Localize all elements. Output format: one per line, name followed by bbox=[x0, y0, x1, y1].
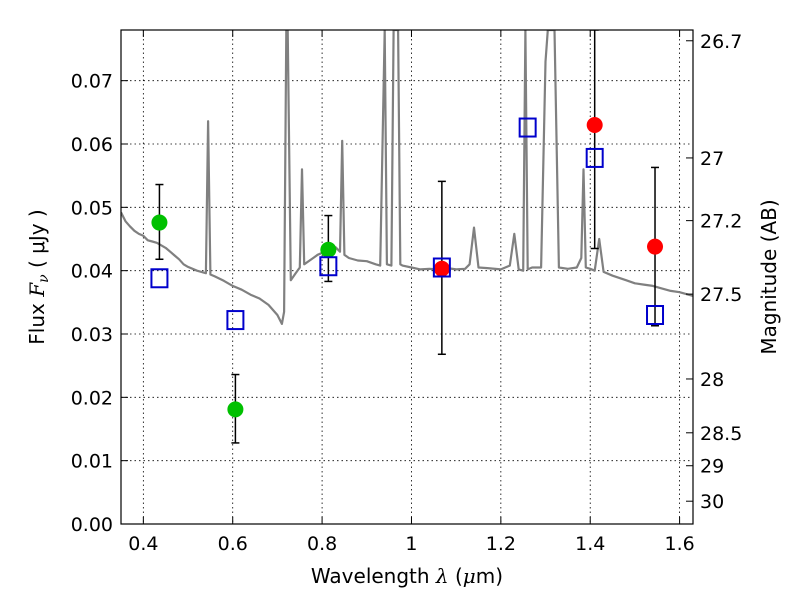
y2-tick-label: 26.7 bbox=[700, 31, 742, 53]
error-bars-layer bbox=[155, 30, 660, 444]
green-data-point bbox=[320, 241, 337, 258]
y2-tick-label: 30 bbox=[700, 491, 724, 513]
red-data-point bbox=[586, 117, 603, 133]
grid-lines bbox=[121, 30, 693, 525]
y2-tick-label: 27.5 bbox=[700, 284, 742, 306]
y-axis-symbol-sub: ν bbox=[36, 274, 52, 283]
model-box-marker bbox=[319, 256, 338, 277]
y-tick-label: 0.02 bbox=[71, 387, 113, 409]
axis-ticks bbox=[121, 30, 693, 525]
y2-tick-label: 27 bbox=[700, 148, 724, 170]
y-tick-label: 0.07 bbox=[71, 71, 113, 93]
y-axis-unit: ( μJy ) bbox=[25, 209, 49, 274]
y-tick-label: 0.05 bbox=[71, 197, 113, 219]
x-axis-unit-close: m) bbox=[476, 564, 503, 588]
green-data-point bbox=[227, 401, 244, 418]
y2-tick-label: 27.2 bbox=[700, 211, 742, 233]
x-axis-title: Wavelength λ (μm) bbox=[311, 564, 503, 588]
model-box-marker bbox=[150, 268, 169, 289]
x-axis-title-prefix: Wavelength bbox=[311, 564, 436, 588]
y2-tick-label: 28 bbox=[700, 369, 724, 391]
x-axis-unit-open: ( bbox=[449, 564, 463, 588]
y2-axis-title: Magnitude (AB) bbox=[757, 199, 781, 354]
green-data-point bbox=[151, 214, 168, 231]
red-data-point bbox=[647, 238, 664, 255]
x-tick-label: 1 bbox=[405, 533, 417, 555]
y2-tick-label: 29 bbox=[700, 456, 724, 478]
x-tick-label: 1.4 bbox=[575, 533, 605, 555]
x-tick-label: 0.4 bbox=[128, 533, 158, 555]
y-axis-title: Flux Fν ( μJy ) bbox=[25, 209, 52, 344]
model-box-marker bbox=[226, 310, 245, 331]
model-box-marker bbox=[432, 257, 451, 278]
model-box-marker bbox=[585, 147, 604, 168]
model-box-marker bbox=[518, 117, 537, 138]
x-tick-label: 1.6 bbox=[664, 533, 694, 555]
x-axis-unit-mu: μ bbox=[463, 564, 476, 588]
x-tick-label: 0.8 bbox=[307, 533, 337, 555]
data-points-layer bbox=[150, 117, 665, 418]
x-axis-symbol: λ bbox=[435, 564, 449, 588]
x-tick-label: 0.6 bbox=[218, 533, 248, 555]
y-tick-label: 0.06 bbox=[71, 134, 113, 156]
y-tick-label: 0.04 bbox=[71, 261, 113, 283]
model-spectrum-layer bbox=[121, 30, 693, 325]
plot-frame bbox=[120, 29, 694, 525]
y2-tick-label: 28.5 bbox=[700, 423, 742, 445]
model-box-marker bbox=[646, 305, 665, 325]
red-data-point bbox=[433, 260, 450, 277]
y-axis-title-prefix: Flux bbox=[25, 297, 49, 345]
y-tick-label: 0.00 bbox=[71, 514, 113, 536]
y-tick-label: 0.03 bbox=[71, 324, 113, 346]
tick-labels: 0.4 0.6 0.8 1 1.2 1.4 1.6 0.00 0.01 0.02 0.03 0.04 0… bbox=[71, 31, 743, 555]
y-tick-label: 0.01 bbox=[71, 451, 113, 473]
y-axis-symbol: F bbox=[25, 282, 49, 298]
model-spectrum-line bbox=[121, 30, 693, 325]
x-tick-label: 1.2 bbox=[486, 533, 516, 555]
